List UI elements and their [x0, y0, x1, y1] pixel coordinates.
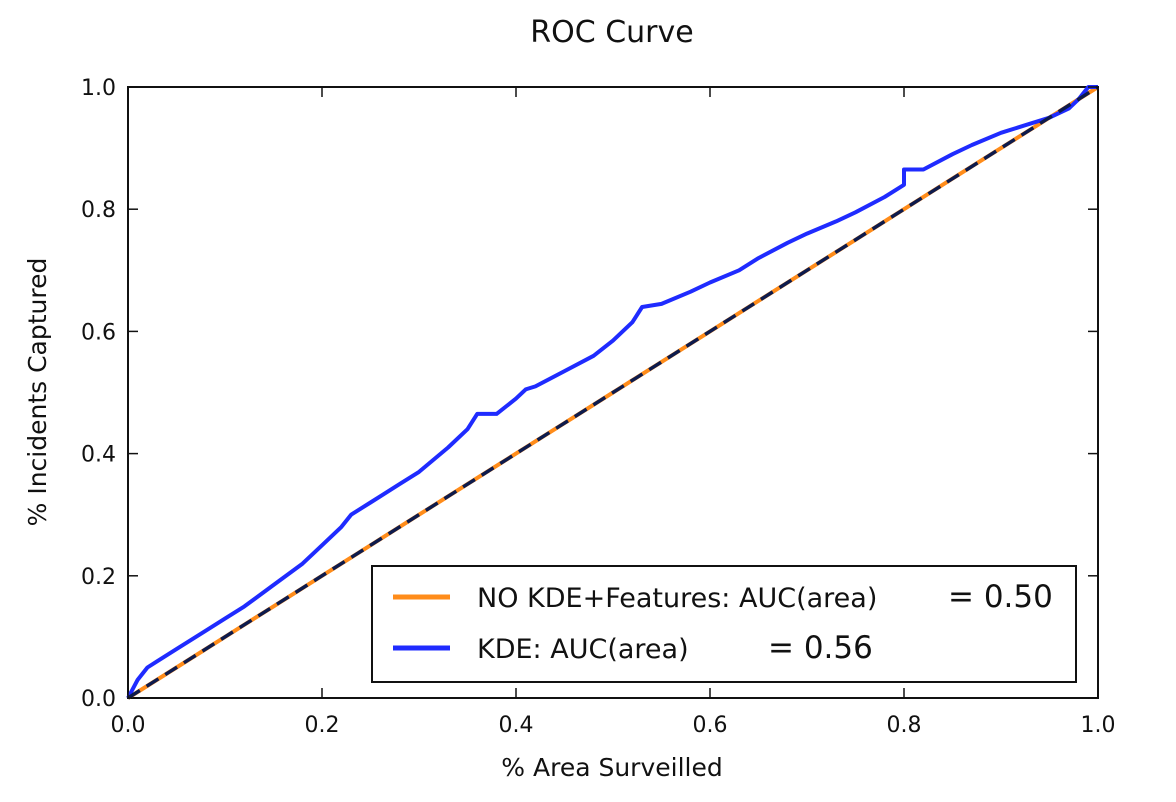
x-tick-label: 0.0 — [111, 713, 146, 738]
chart-title: ROC Curve — [530, 15, 693, 50]
y-tick-label: 0.0 — [81, 687, 116, 712]
legend-auc-kde: = 0.56 — [768, 630, 873, 666]
series-line-baseline — [127, 85, 1099, 700]
series-line-kde — [126, 85, 1098, 699]
legend-box — [371, 565, 1077, 683]
legend-label-kde: KDE: AUC(area) — [477, 634, 689, 665]
y-axis-label: % Incidents Captured — [23, 258, 52, 527]
x-tick-label: 0.6 — [693, 713, 728, 738]
series-layer — [126, 85, 1100, 700]
x-tick-label: 0.8 — [887, 713, 922, 738]
legend: NO KDE+Features: AUC(area) = 0.50 KDE: A… — [371, 565, 1077, 683]
x-tick-label: 0.2 — [305, 713, 340, 738]
x-tick-label: 0.4 — [499, 713, 534, 738]
y-tick-label: 0.4 — [81, 443, 116, 468]
y-tick-label: 0.6 — [81, 320, 116, 345]
legend-auc-no-kde: = 0.50 — [948, 579, 1053, 615]
legend-label-no-kde: NO KDE+Features: AUC(area) — [477, 583, 877, 614]
y-tick-label: 0.2 — [81, 565, 116, 590]
y-tick-label: 0.8 — [81, 198, 116, 223]
tick-layer: 0.0 0.2 0.4 0.6 0.8 1.0 0.0 0.2 0.4 0.6 0.8 1.0 — [81, 76, 1116, 738]
x-axis-label: % Area Surveilled — [501, 753, 722, 782]
x-tick-label: 1.0 — [1081, 713, 1116, 738]
y-tick-label: 1.0 — [81, 76, 116, 101]
